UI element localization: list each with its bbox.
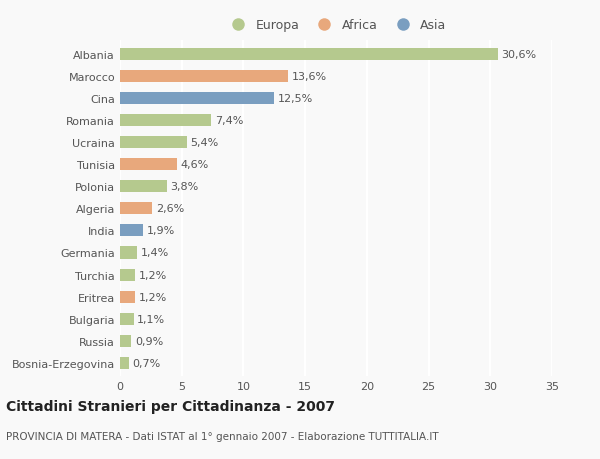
- Bar: [120, 71, 288, 83]
- Text: 1,1%: 1,1%: [137, 314, 166, 324]
- Text: 7,4%: 7,4%: [215, 116, 244, 126]
- Bar: [120, 313, 134, 325]
- Bar: [120, 335, 131, 347]
- Text: 1,2%: 1,2%: [139, 292, 167, 302]
- Text: 2,6%: 2,6%: [156, 204, 184, 214]
- Text: 1,9%: 1,9%: [147, 226, 175, 236]
- Text: 0,9%: 0,9%: [135, 336, 163, 346]
- Text: 1,4%: 1,4%: [141, 248, 169, 258]
- Text: 0,7%: 0,7%: [133, 358, 161, 368]
- Bar: [120, 159, 177, 171]
- Bar: [120, 269, 135, 281]
- Text: PROVINCIA DI MATERA - Dati ISTAT al 1° gennaio 2007 - Elaborazione TUTTITALIA.IT: PROVINCIA DI MATERA - Dati ISTAT al 1° g…: [6, 431, 439, 442]
- Text: 4,6%: 4,6%: [181, 160, 209, 170]
- Bar: [120, 247, 137, 259]
- Text: Cittadini Stranieri per Cittadinanza - 2007: Cittadini Stranieri per Cittadinanza - 2…: [6, 399, 335, 413]
- Text: 3,8%: 3,8%: [170, 182, 199, 192]
- Text: 12,5%: 12,5%: [278, 94, 313, 104]
- Bar: [120, 357, 128, 369]
- Bar: [120, 93, 274, 105]
- Bar: [120, 49, 497, 61]
- Bar: [120, 181, 167, 193]
- Text: 1,2%: 1,2%: [139, 270, 167, 280]
- Text: 5,4%: 5,4%: [190, 138, 218, 148]
- Bar: [120, 225, 143, 237]
- Bar: [120, 115, 211, 127]
- Bar: [120, 291, 135, 303]
- Bar: [120, 203, 152, 215]
- Text: 30,6%: 30,6%: [502, 50, 536, 60]
- Bar: [120, 137, 187, 149]
- Text: 13,6%: 13,6%: [292, 72, 326, 82]
- Legend: Europa, Africa, Asia: Europa, Africa, Asia: [221, 14, 452, 37]
